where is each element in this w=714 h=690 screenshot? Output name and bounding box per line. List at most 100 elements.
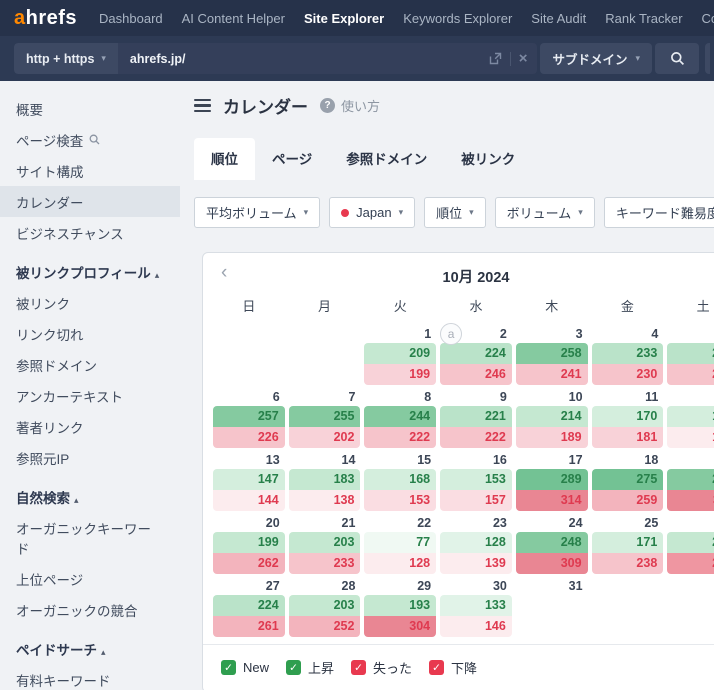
nav-item-rank-tracker[interactable]: Rank Tracker	[605, 10, 683, 26]
ahrefs-marker-badge[interactable]: a	[440, 323, 463, 345]
open-external-icon[interactable]	[489, 52, 502, 65]
down-band: 222	[364, 427, 437, 448]
down-band: 181	[591, 427, 664, 448]
how-to-use-link[interactable]: ? 使い方	[320, 96, 380, 115]
calendar-day-cell[interactable]: 8 244 222	[364, 389, 437, 448]
tab-backlinks[interactable]: 被リンク	[461, 152, 516, 167]
up-band: 258	[515, 343, 588, 364]
target-url-input[interactable]: ahrefs.jp/ ×	[117, 43, 538, 74]
calendar-day-cell[interactable]: 6 257 226	[213, 389, 285, 448]
clear-icon[interactable]: ×	[518, 50, 528, 67]
sidebar-item-calendar[interactable]: カレンダー	[0, 186, 180, 217]
sidebar-item-site-structure[interactable]: サイト構成	[16, 164, 84, 180]
subdomain-dropdown[interactable]: サブドメイン ▾	[540, 43, 652, 74]
calendar-day-cell[interactable]: 4 233 230	[591, 326, 664, 385]
tab-pages[interactable]: ページ	[272, 152, 313, 167]
nav-item-dashboard[interactable]: Dashboard	[99, 10, 163, 26]
calendar-day-cell[interactable]: 7 255 202	[288, 389, 361, 448]
sidebar-item-overview[interactable]: 概要	[16, 102, 43, 118]
sidebar-item-paid-keywords[interactable]: 有料キーワード	[16, 673, 111, 689]
calendar-day-cell[interactable]: 29 193 304	[364, 578, 437, 637]
sidebar-item-organic-keywords[interactable]: オーガニックキーワード	[16, 521, 151, 557]
sidebar-section-organic-search[interactable]: 自然検索 ▴	[16, 491, 79, 506]
calendar-day-cell[interactable]: 16 153 157	[440, 452, 512, 511]
down-band: 199	[364, 364, 437, 385]
sidebar-item-opportunities[interactable]: ビジネスチャンス	[16, 226, 124, 242]
tab-referring-domains[interactable]: 参照ドメイン	[346, 152, 428, 167]
sidebar-item-author-links[interactable]: 著者リンク	[16, 420, 84, 436]
calendar-day-cell[interactable]: 20 199 262	[213, 515, 285, 574]
calendar-day-cell[interactable]: 25 171 238	[591, 515, 664, 574]
calendar-day-cell[interactable]: 18 275 259	[591, 452, 664, 511]
down-band: 233	[667, 364, 714, 385]
sidebar-section-paid-search[interactable]: ペイドサーチ ▴	[16, 643, 106, 658]
calendar-day-cell[interactable]: 5225233	[667, 326, 714, 385]
calendar-day-cell[interactable]: 11 170 181	[591, 389, 664, 448]
protocol-dropdown[interactable]: http + https ▾	[14, 43, 118, 74]
day-value-bands: 193 304	[364, 595, 437, 637]
calendar-day-cell[interactable]: 3 258 241	[515, 326, 588, 385]
sidebar-item-top-pages[interactable]: 上位ページ	[16, 572, 84, 588]
sidebar-item-referring-domains[interactable]: 参照ドメイン	[16, 358, 97, 374]
checkbox-checked-icon[interactable]: ✓	[286, 660, 302, 675]
sidebar-item-backlinks[interactable]: 被リンク	[16, 296, 70, 312]
calendar-day-cell[interactable]: 19256311	[667, 452, 714, 511]
legend-up[interactable]: ✓ 上昇	[286, 658, 334, 677]
legend-lost[interactable]: ✓ 失った	[351, 658, 412, 677]
up-band: 257	[213, 406, 285, 427]
day-number: 2	[499, 327, 507, 341]
calendar-week-row: 20 199 262 21 203 233 22 77 128 23 128 139 24 248 309 2…	[213, 515, 714, 574]
menu-icon[interactable]	[194, 98, 211, 113]
tab-rankings[interactable]: 順位	[194, 138, 255, 180]
calendar-day-cell[interactable]: a 2 224 246	[440, 323, 512, 385]
calendar-day-cell[interactable]: 15 168 153	[364, 452, 437, 511]
day-number: 16	[492, 453, 507, 467]
calendar-day-cell[interactable]: 14 183 138	[288, 452, 361, 511]
sidebar-item-referring-ips[interactable]: 参照元IP	[16, 451, 70, 467]
day-value-bands: 149138	[667, 406, 714, 448]
filter-volume[interactable]: ボリューム ▾	[494, 197, 595, 228]
calendar-day-cell[interactable]: 26206282	[667, 515, 714, 574]
ahrefs-logo[interactable]: ahrefs	[14, 7, 77, 30]
checkbox-checked-icon[interactable]: ✓	[221, 660, 236, 675]
checkbox-checked-icon[interactable]: ✓	[351, 660, 367, 675]
filter-country[interactable]: Japan ▾	[329, 197, 416, 228]
filter-keyword-difficulty[interactable]: キーワード難易度▾	[603, 197, 714, 228]
calendar-day-cell[interactable]: 24 248 309	[515, 515, 588, 574]
previous-month-icon[interactable]: ‹	[221, 262, 228, 283]
sidebar-item-organic-competitors[interactable]: オーガニックの競合	[16, 603, 138, 619]
filter-position[interactable]: 順位 ▾	[424, 197, 486, 228]
calendar-day-cell[interactable]: 28 203 252	[288, 578, 361, 637]
legend-new[interactable]: ✓ New	[221, 660, 269, 675]
nav-item-content-explorer[interactable]: Content Explorer	[701, 10, 714, 26]
nav-item-ai-content-helper[interactable]: AI Content Helper	[181, 10, 285, 26]
calendar-day-cell[interactable]: 31	[516, 578, 588, 637]
legend-down[interactable]: ✓ 下降	[429, 658, 477, 677]
calendar-day-cell[interactable]: 9 221 222	[440, 389, 512, 448]
sidebar-item-page-inspect[interactable]: ページ検査	[0, 124, 180, 155]
calendar-day-cell[interactable]: 22 77 128	[364, 515, 437, 574]
calendar-day-cell[interactable]: 27 224 261	[213, 578, 285, 637]
calendar-day-cell[interactable]: 13 147 144	[213, 452, 285, 511]
sidebar-item-broken-links[interactable]: リンク切れ	[16, 327, 84, 343]
calendar-day-cell[interactable]: 1 209 199	[364, 326, 437, 385]
filter-avg-volume[interactable]: 平均ボリューム ▾	[194, 197, 321, 228]
page-title: カレンダー	[223, 98, 308, 117]
day-value-bands: 248 309	[515, 532, 588, 574]
checkbox-checked-icon[interactable]: ✓	[429, 660, 445, 675]
nav-item-site-explorer[interactable]: Site Explorer	[303, 10, 385, 26]
calendar-day-cell[interactable]: 23 128 139	[440, 515, 512, 574]
sidebar-item-anchors[interactable]: アンカーテキスト	[16, 389, 124, 405]
sidebar-section-backlink-profile[interactable]: 被リンクプロフィール ▴	[16, 266, 160, 281]
nav-item-site-audit[interactable]: Site Audit	[531, 10, 587, 26]
calendar-day-cell[interactable]: 10 214 189	[515, 389, 588, 448]
calendar-day-cell[interactable]: 12149138	[667, 389, 714, 448]
down-band: 304	[364, 616, 437, 637]
divider	[203, 644, 714, 645]
nav-item-keywords-explorer[interactable]: Keywords Explorer	[403, 10, 513, 26]
calendar-day-cell[interactable]: 21 203 233	[288, 515, 361, 574]
calendar-day-cell[interactable]: 17 289 314	[515, 452, 588, 511]
search-button[interactable]	[655, 43, 699, 74]
calendar-day-cell[interactable]: 30 133 146	[440, 578, 512, 637]
